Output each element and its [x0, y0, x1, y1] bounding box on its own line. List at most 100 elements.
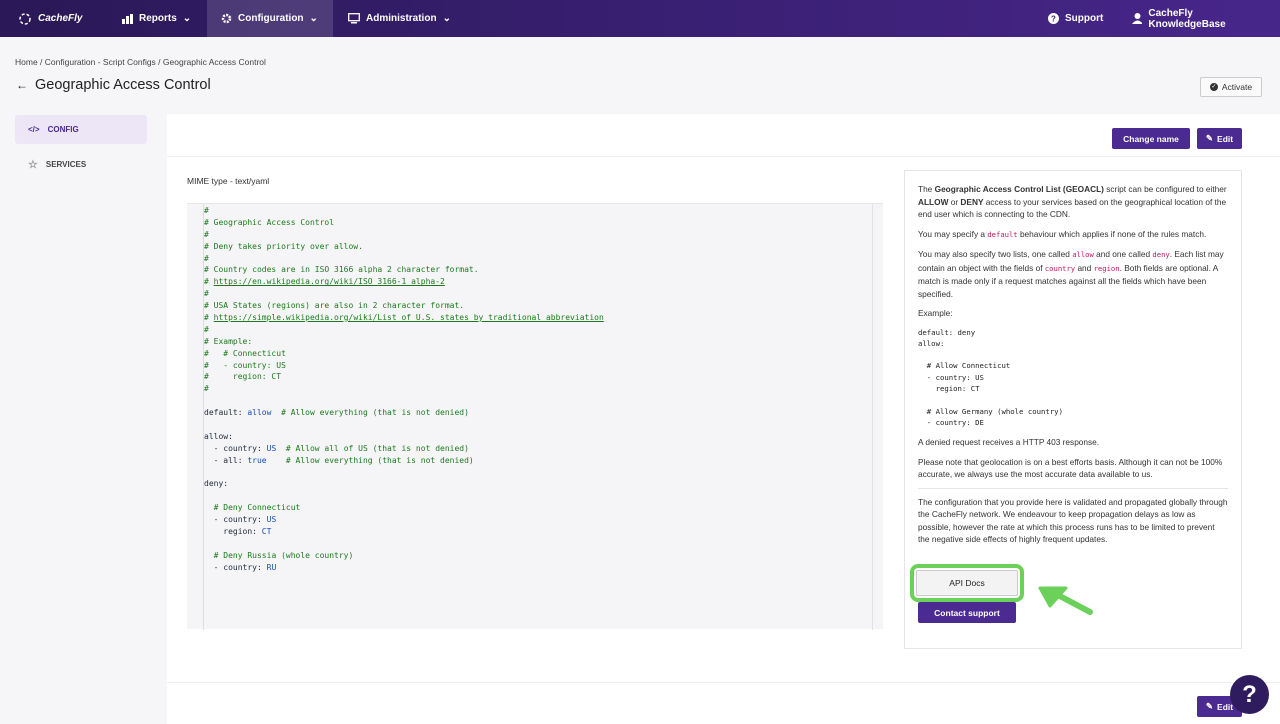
nav-support[interactable]: ? Support: [1034, 0, 1117, 37]
text: You may specify a: [918, 228, 988, 239]
code-line: #: [204, 253, 604, 265]
nav-label: Support: [1065, 13, 1104, 24]
code-line: allow:: [918, 338, 945, 348]
sidebar-services[interactable]: ☆ SERVICES: [15, 150, 147, 179]
code-line: [918, 394, 1228, 405]
logo-icon: [19, 12, 31, 25]
nav-label: CacheFly KnowledgeBase: [1148, 7, 1226, 30]
code: deny: [1152, 250, 1170, 259]
code-line: #: [204, 288, 604, 300]
code-line: [204, 467, 604, 479]
token: #: [204, 289, 209, 299]
token: #: [204, 313, 214, 323]
sidebar-config[interactable]: </> CONFIG: [15, 115, 147, 144]
crumb[interactable]: Home: [15, 57, 38, 67]
crumb[interactable]: Configuration - Script Configs: [44, 57, 156, 67]
help-intro: The Geographic Access Control List (GEOA…: [918, 183, 1228, 221]
code-line: # Country codes are in ISO 3166 alpha 2 …: [204, 264, 604, 276]
code-line: allow:: [204, 431, 604, 443]
help-panel: The Geographic Access Control List (GEOA…: [904, 170, 1242, 649]
text: access to your services based on the geo…: [918, 196, 1227, 220]
token: CT: [261, 527, 272, 537]
sidebar-label: CONFIG: [47, 125, 79, 134]
help-lists: You may also specify two lists, one call…: [918, 248, 1228, 300]
code-line: region: CT: [918, 383, 980, 393]
token: #: [204, 277, 214, 287]
divider: [167, 156, 1280, 157]
change-name-button[interactable]: Change name: [1112, 128, 1190, 149]
code-line: - country: US: [918, 372, 984, 382]
icon: [221, 13, 232, 24]
code-line: default: deny: [918, 327, 976, 337]
edit-button[interactable]: ✎ Edit: [1197, 128, 1242, 149]
code-editor: # # Geographic Access Control # # Deny take…: [187, 203, 883, 630]
code: allow: [1072, 250, 1094, 259]
token: - all:: [204, 455, 248, 465]
code-line: - all: true # Allow everything (that is …: [204, 455, 604, 467]
token: # Country codes are in ISO 3166 alpha 2 …: [204, 265, 479, 275]
token: - country:: [204, 443, 267, 453]
icon: ☆: [28, 159, 38, 171]
token: - country:: [204, 562, 267, 572]
text: and one called: [1093, 249, 1153, 259]
token: # - country: US: [204, 360, 286, 370]
token: default:: [204, 408, 248, 418]
icon: </>: [28, 125, 40, 134]
code-line: #: [204, 229, 604, 241]
mime-type: MIME type - text/yaml: [187, 176, 270, 186]
code-line: [204, 419, 604, 431]
token: # Deny Russia (whole country): [213, 550, 354, 560]
icon: ?: [1048, 13, 1059, 24]
code-line: # Geographic Access Control: [204, 217, 604, 229]
token: # Allow everything (that is not denied): [281, 408, 469, 418]
code-line: # - country: US: [204, 360, 604, 372]
code-line: [204, 490, 604, 502]
help-propagation: The configuration that you provide here …: [918, 496, 1228, 545]
token: # Deny Connecticut: [213, 503, 301, 513]
text: The: [918, 184, 935, 194]
code-line: - country: US: [204, 514, 604, 526]
scrollbar: [872, 204, 873, 630]
token: # # Connecticut: [204, 348, 286, 358]
text: behaviour which applies if none of the r…: [1017, 228, 1207, 239]
crumb: Geographic Access Control: [162, 57, 266, 67]
code: default: [987, 229, 1018, 239]
activate-button[interactable]: ✓ Activate: [1200, 77, 1262, 97]
token: https://simple.wikipedia.org/wiki/List_o…: [213, 313, 604, 323]
contact-support-button[interactable]: Contact support: [918, 602, 1016, 623]
token: deny:: [204, 479, 229, 489]
token: - country:: [204, 515, 267, 525]
code-line: region: CT: [204, 526, 604, 538]
button-label: Edit: [1217, 133, 1234, 144]
help-fab[interactable]: ?: [1230, 675, 1269, 714]
text: script can be configured to either: [1103, 184, 1227, 194]
back-arrow[interactable]: ←: [16, 78, 28, 92]
nav-configuration[interactable]: Configuration ⌄: [207, 0, 333, 37]
page-header: ← Geographic Access Control: [16, 77, 211, 93]
code-lines: # # Geographic Access Control # # Deny take…: [204, 204, 604, 574]
nav-administration[interactable]: Administration ⌄: [334, 0, 465, 37]
code-line: # region: CT: [204, 371, 604, 383]
text: DENY: [960, 196, 984, 207]
example-label: Example:: [918, 308, 953, 318]
code-line: #: [204, 383, 604, 395]
help-accuracy: Please note that geolocation is on a bes…: [918, 456, 1228, 489]
token: allow:: [204, 431, 233, 441]
code-line: # Allow Germany (whole country): [918, 406, 1063, 416]
token: # Example:: [204, 336, 253, 346]
svg-text:?: ?: [1051, 15, 1056, 24]
button-label: Activate: [1221, 82, 1253, 92]
code-line: [204, 538, 604, 550]
token: #: [204, 384, 209, 394]
nav-reports[interactable]: Reports ⌄: [108, 0, 207, 37]
nav-label: Configuration: [238, 13, 304, 24]
button-label: Edit: [1217, 701, 1234, 712]
nav-account[interactable]: CacheFly KnowledgeBase: [1118, 0, 1280, 37]
text: . Each list may contain an object with t…: [918, 249, 1224, 273]
api-docs-button[interactable]: API Docs: [916, 570, 1018, 596]
logo[interactable]: CacheFly: [4, 0, 96, 37]
token: #: [204, 253, 209, 263]
token: #: [204, 324, 209, 334]
